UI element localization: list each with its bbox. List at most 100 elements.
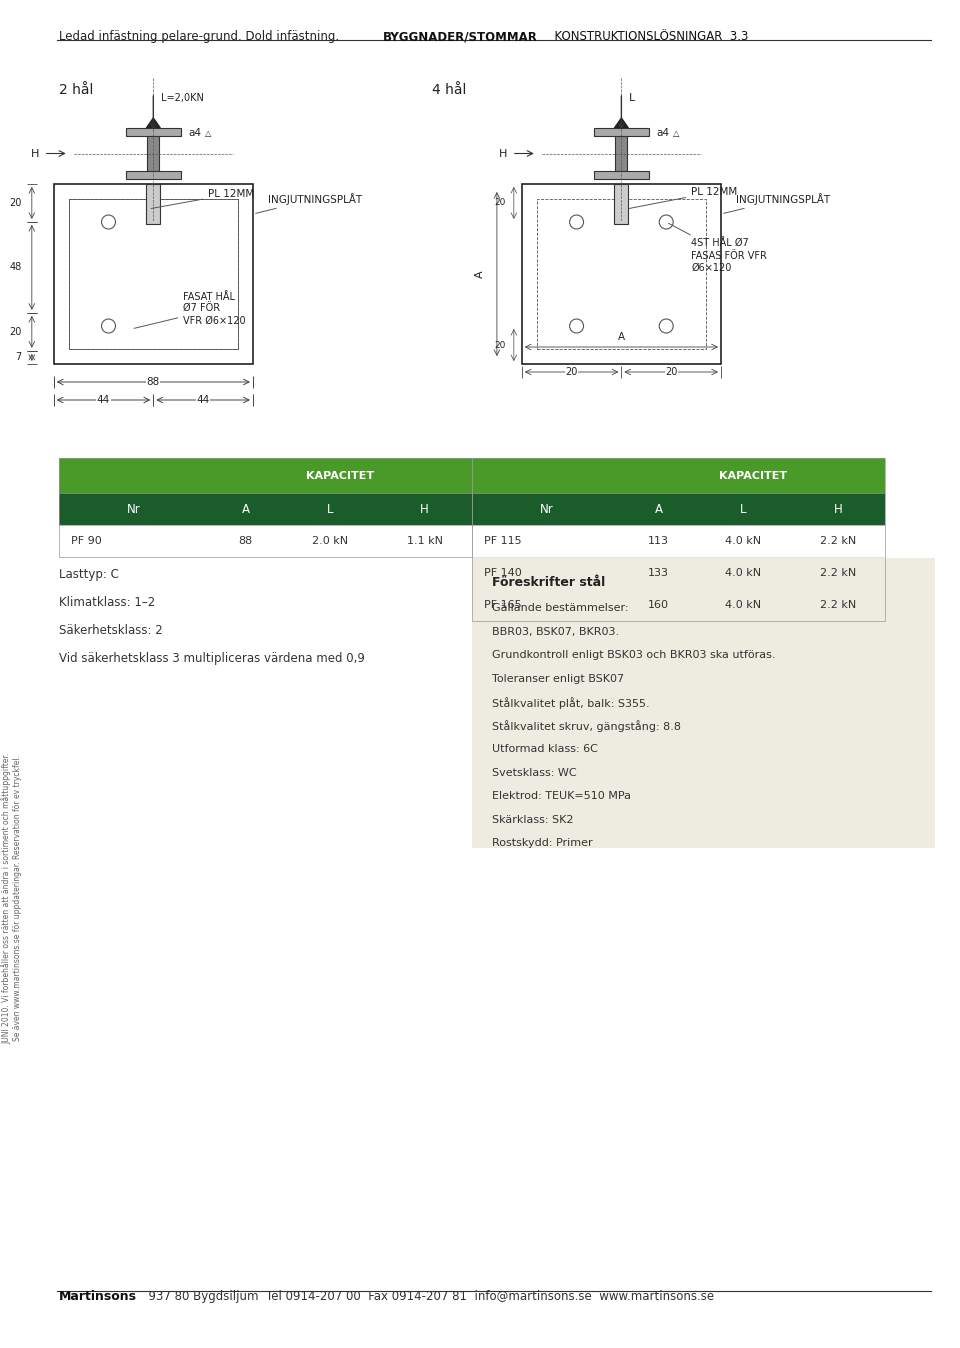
Text: Stålkvalitet skruv, gängstång: 8.8: Stålkvalitet skruv, gängstång: 8.8 [492,720,681,732]
Text: KONSTRUKTIONSLÖSNINGAR  3.3: KONSTRUKTIONSLÖSNINGAR 3.3 [546,30,748,43]
Text: 2.2 kN: 2.2 kN [820,537,856,546]
Bar [537,200,706,349]
Bar [472,557,621,589]
Text: 20: 20 [10,198,22,208]
Polygon shape [146,119,160,128]
Bar [791,589,885,621]
Text: A: A [475,270,485,278]
Text: Elektrod: TEUK=510 MPa: Elektrod: TEUK=510 MPa [492,791,631,801]
Text: 937 80 Bygdsiljum  Tel 0914-207 00  Fax 0914-207 81  info@martinsons.se  www.mar: 937 80 Bygdsiljum Tel 0914-207 00 Fax 09… [141,1290,714,1304]
Text: a4: a4 [657,128,669,137]
Text: FASAT HÅL
Ø7 FÖR
VFR Ø6×120: FASAT HÅL Ø7 FÖR VFR Ø6×120 [134,293,246,329]
Bar [614,183,629,224]
Text: H: H [833,503,842,515]
Text: Klimatklass: 1–2: Klimatklass: 1–2 [59,596,155,609]
Text: PF 115: PF 115 [484,537,521,546]
Bar [59,458,208,493]
Bar [791,557,885,589]
Text: L: L [740,503,747,515]
Text: PF 165: PF 165 [484,600,521,611]
Bar [377,493,472,524]
Text: BYGGNADER/STOMMAR: BYGGNADER/STOMMAR [382,30,538,43]
Text: Rostskydd: Primer: Rostskydd: Primer [492,838,592,848]
Text: Martinsons: Martinsons [59,1290,136,1304]
Bar [147,136,159,171]
Text: 44: 44 [97,395,110,404]
Text: 2.0 kN: 2.0 kN [312,537,348,546]
Bar [377,524,472,557]
Text: PL 12MM: PL 12MM [151,189,254,209]
Bar [621,458,885,493]
Bar [283,524,377,557]
Bar [472,458,621,493]
Text: △: △ [673,128,680,137]
Text: BBR03, BSK07, BKR03.: BBR03, BSK07, BKR03. [492,627,619,636]
Bar [283,493,377,524]
Text: Nr: Nr [540,503,554,515]
Text: 2.2 kN: 2.2 kN [820,600,856,611]
Bar [126,171,180,179]
Bar [146,183,160,224]
Text: 20: 20 [10,326,22,337]
Bar [126,128,180,136]
Text: A: A [618,332,625,342]
Text: Säkerhetsklass: 2: Säkerhetsklass: 2 [59,624,162,638]
Text: 2 hål: 2 hål [59,84,93,97]
Bar [621,524,696,557]
Text: 7: 7 [15,352,22,363]
Text: Utformad klass: 6C: Utformad klass: 6C [492,744,598,754]
Text: 44: 44 [197,395,209,404]
Text: Ledad infästning pelare-grund. Dold infästning.: Ledad infästning pelare-grund. Dold infä… [59,30,339,43]
Text: a4: a4 [188,128,202,137]
Text: Föreskrifter stål: Föreskrifter stål [492,576,605,589]
Bar [472,558,935,848]
Bar [59,493,208,524]
Text: Svetsklass: WC: Svetsklass: WC [492,767,577,778]
Bar [594,128,649,136]
Bar [696,589,791,621]
Text: Nr: Nr [127,503,140,515]
Text: 160: 160 [648,600,669,611]
Bar [696,557,791,589]
Text: 20: 20 [565,367,578,377]
Text: 20: 20 [665,367,678,377]
Text: 20: 20 [494,341,506,349]
Text: PF 140: PF 140 [484,568,521,578]
Text: PL 12MM: PL 12MM [629,187,737,209]
Text: Vid säkerhetsklass 3 multipliceras värdena med 0,9: Vid säkerhetsklass 3 multipliceras värde… [59,652,365,665]
Polygon shape [614,119,629,128]
Text: H: H [420,503,429,515]
Text: Grundkontroll enligt BSK03 och BKR03 ska utföras.: Grundkontroll enligt BSK03 och BKR03 ska… [492,650,776,661]
Bar [594,171,649,179]
Text: Skärklass: SK2: Skärklass: SK2 [492,814,573,825]
Text: 4.0 kN: 4.0 kN [726,537,761,546]
Text: 88: 88 [147,377,160,387]
Bar [621,589,696,621]
Text: KAPACITET: KAPACITET [306,470,374,480]
Bar [615,136,628,171]
Bar [54,183,252,364]
Bar [791,524,885,557]
Text: PF 90: PF 90 [71,537,102,546]
Bar [621,493,696,524]
Text: Gällande bestämmelser:: Gällande bestämmelser: [492,603,629,613]
Text: A: A [242,503,250,515]
Text: H: H [498,148,507,159]
Text: 1.1 kN: 1.1 kN [407,537,443,546]
Text: L=2,0KN: L=2,0KN [161,93,204,102]
Bar [208,524,283,557]
Text: Stålkvalitet plåt, balk: S355.: Stålkvalitet plåt, balk: S355. [492,697,650,709]
Bar [59,524,208,557]
Bar [208,493,283,524]
Text: 48: 48 [10,263,22,272]
Text: H: H [31,148,38,159]
Text: 4 hål: 4 hål [432,84,467,97]
Bar [208,458,472,493]
Text: 4.0 kN: 4.0 kN [726,568,761,578]
Bar [69,200,238,349]
Text: INGJUTNINGSPLÅT: INGJUTNINGSPLÅT [724,193,830,213]
Text: Lasttyp: C: Lasttyp: C [59,568,119,581]
Text: JUNI 2010. Vi forbehåller oss rätten att ändra i sortiment och måttuppgifter.
Se: JUNI 2010. Vi forbehåller oss rätten att… [2,752,22,1043]
Text: Toleranser enligt BSK07: Toleranser enligt BSK07 [492,674,624,683]
Text: 20: 20 [494,198,506,208]
